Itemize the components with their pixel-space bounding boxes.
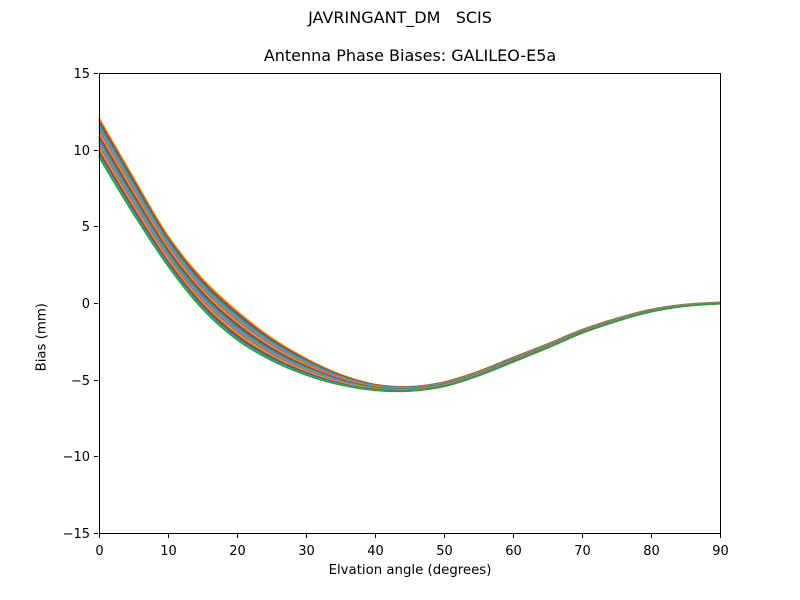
series-line	[98, 130, 721, 390]
series-line	[98, 120, 721, 388]
series-line	[98, 121, 721, 388]
x-tick-label: 0	[95, 544, 103, 559]
x-axis-label: Elvation angle (degrees)	[328, 563, 492, 578]
series-line	[98, 140, 721, 391]
series-line	[98, 132, 721, 390]
series-line	[98, 133, 721, 390]
y-tick-label: −10	[63, 450, 90, 465]
x-tick-label: 10	[160, 544, 177, 559]
x-tick-label: 70	[574, 544, 591, 559]
y-tick-label: 15	[73, 67, 90, 82]
y-tick-label: 5	[82, 220, 90, 235]
series-line	[98, 129, 721, 389]
series-line	[98, 138, 721, 390]
y-tick-label: −5	[71, 374, 90, 389]
x-tick-label: 90	[712, 544, 729, 559]
x-tick-label: 60	[505, 544, 522, 559]
y-tick-label: 10	[73, 144, 90, 159]
y-axis-label: Bias (mm)	[34, 303, 49, 372]
x-tick-label: 80	[643, 544, 660, 559]
series-line	[98, 123, 721, 389]
series-line	[98, 126, 721, 389]
series-line	[98, 135, 721, 390]
x-tick-label: 40	[367, 544, 384, 559]
x-tick-label: 50	[436, 544, 453, 559]
x-tick-label: 30	[298, 544, 315, 559]
series-line	[98, 137, 721, 390]
x-tick-label: 20	[229, 544, 246, 559]
series-line	[98, 124, 721, 389]
series-line	[98, 127, 721, 389]
y-tick-label: 0	[82, 297, 90, 312]
figure-suptitle: JAVRINGANT_DM SCIS	[308, 8, 492, 27]
y-tick-label: −15	[63, 527, 90, 542]
axes-spines	[99, 73, 721, 534]
chart-title: Antenna Phase Biases: GALILEO-E5a	[263, 46, 557, 65]
series-line	[98, 117, 721, 388]
series-line	[98, 156, 721, 393]
series-line	[98, 118, 721, 388]
